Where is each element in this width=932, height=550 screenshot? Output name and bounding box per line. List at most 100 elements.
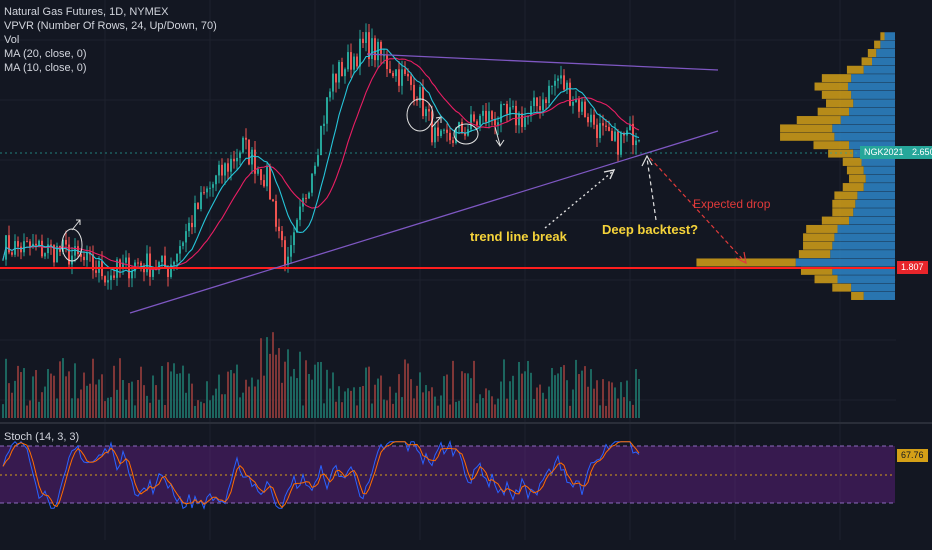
candle-body [518, 113, 520, 126]
vpvr-down-bar [851, 291, 864, 300]
annotation-trend-break[interactable]: trend line break [470, 229, 567, 244]
volume-bar [611, 382, 613, 418]
vpvr-down-bar [832, 199, 856, 208]
volume-bar [539, 384, 541, 418]
candle-body [593, 114, 595, 125]
vpvr-up-bar [849, 107, 895, 116]
volume-bar [545, 398, 547, 418]
volume-bar [434, 396, 436, 418]
backtest-arrow [646, 157, 657, 221]
candle-body [140, 262, 142, 266]
current-price-badge: NGK2021 2.650 [860, 146, 932, 159]
volume-bar [413, 398, 415, 418]
volume-bar [542, 392, 544, 418]
candle-body [335, 73, 337, 83]
ascending-trendline[interactable] [129, 130, 719, 314]
volume-bar [227, 371, 229, 418]
candle-body [314, 165, 316, 174]
volume-bar [461, 371, 463, 418]
volume-bar [59, 361, 61, 418]
candle-body [296, 219, 298, 233]
volume-bar [152, 375, 154, 418]
legend-vol[interactable]: Vol [4, 34, 20, 46]
volume-bar [419, 372, 421, 418]
volume-bar [557, 373, 559, 418]
candle-body [425, 109, 427, 117]
volume-bar [362, 385, 364, 418]
candle-body [311, 173, 313, 193]
volume-bar [503, 359, 505, 418]
candle-body [218, 164, 220, 176]
stoch-title[interactable]: Stoch (14, 3, 3) [4, 431, 80, 443]
price-axis[interactable] [896, 0, 932, 420]
vpvr-up-bar [853, 99, 895, 108]
volume-bar [308, 373, 310, 418]
candle-body [167, 267, 169, 277]
candle-body [416, 100, 418, 102]
volume-bar [83, 372, 85, 418]
volume-bar [17, 365, 19, 418]
vpvr-up-bar [840, 116, 895, 125]
vpvr-up-bar [863, 183, 895, 192]
volume-bar [122, 380, 124, 418]
volume-bar [281, 382, 283, 418]
volume-bar [536, 387, 538, 418]
volume-bar [299, 351, 301, 418]
vpvr-down-bar [821, 90, 852, 99]
candle-body [395, 69, 397, 77]
vpvr-down-bar [814, 82, 848, 91]
volume-bar [203, 403, 205, 418]
volume-bar [272, 332, 274, 418]
volume-bar [251, 377, 253, 418]
volume-bar [353, 387, 355, 418]
volume-bar [398, 374, 400, 418]
volume-bar [26, 405, 28, 418]
annotation-backtest[interactable]: Deep backtest? [602, 222, 699, 237]
candle-body [71, 255, 73, 265]
volume-bar [71, 398, 73, 418]
candle-body [188, 222, 190, 232]
candle-body [341, 62, 343, 77]
candle-body [512, 105, 514, 108]
volume-bar [179, 373, 181, 418]
vpvr-up-bar [830, 250, 895, 259]
candle-body [293, 232, 295, 246]
candle-body [131, 271, 133, 279]
volume-bar [599, 405, 601, 418]
candle-body [14, 241, 16, 255]
annotation-expected-drop[interactable]: Expected drop [693, 197, 771, 211]
candle-body [368, 32, 370, 60]
volume-bar [290, 376, 292, 418]
legend-vpvr[interactable]: VPVR (Number Of Rows, 24, Up/Down, 70) [4, 20, 217, 32]
arrow-marker-1 [71, 219, 81, 231]
volume-bar [86, 385, 88, 418]
volume-bar [149, 402, 151, 418]
candle-body [608, 126, 610, 131]
vpvr-down-bar [874, 40, 881, 49]
volume-bar [302, 405, 304, 418]
candle-body [521, 113, 523, 127]
candle-body [260, 169, 262, 181]
drawings[interactable] [0, 53, 900, 314]
candle-body [38, 240, 40, 246]
candle-body [200, 192, 202, 210]
candle-body [308, 192, 310, 199]
volume-bar [95, 384, 97, 418]
volume-bar [188, 373, 190, 418]
volume-bar [623, 397, 625, 418]
legend-symbol[interactable]: Natural Gas Futures, 1D, NYMEX [4, 6, 169, 18]
volume-bar [530, 372, 532, 418]
candle-body [17, 241, 19, 247]
legend-ma10[interactable]: MA (10, close, 0) [4, 62, 87, 74]
volume-bar [632, 404, 634, 418]
volume-bar [161, 366, 163, 418]
volume-bar [533, 398, 535, 418]
volume-bar [245, 379, 247, 418]
volume-bar [470, 378, 472, 418]
descending-trendline[interactable] [366, 53, 719, 71]
backtest-arrowhead [641, 154, 653, 167]
candle-body [362, 38, 364, 43]
legend-ma20[interactable]: MA (20, close, 0) [4, 48, 87, 60]
volume-bar [218, 374, 220, 418]
